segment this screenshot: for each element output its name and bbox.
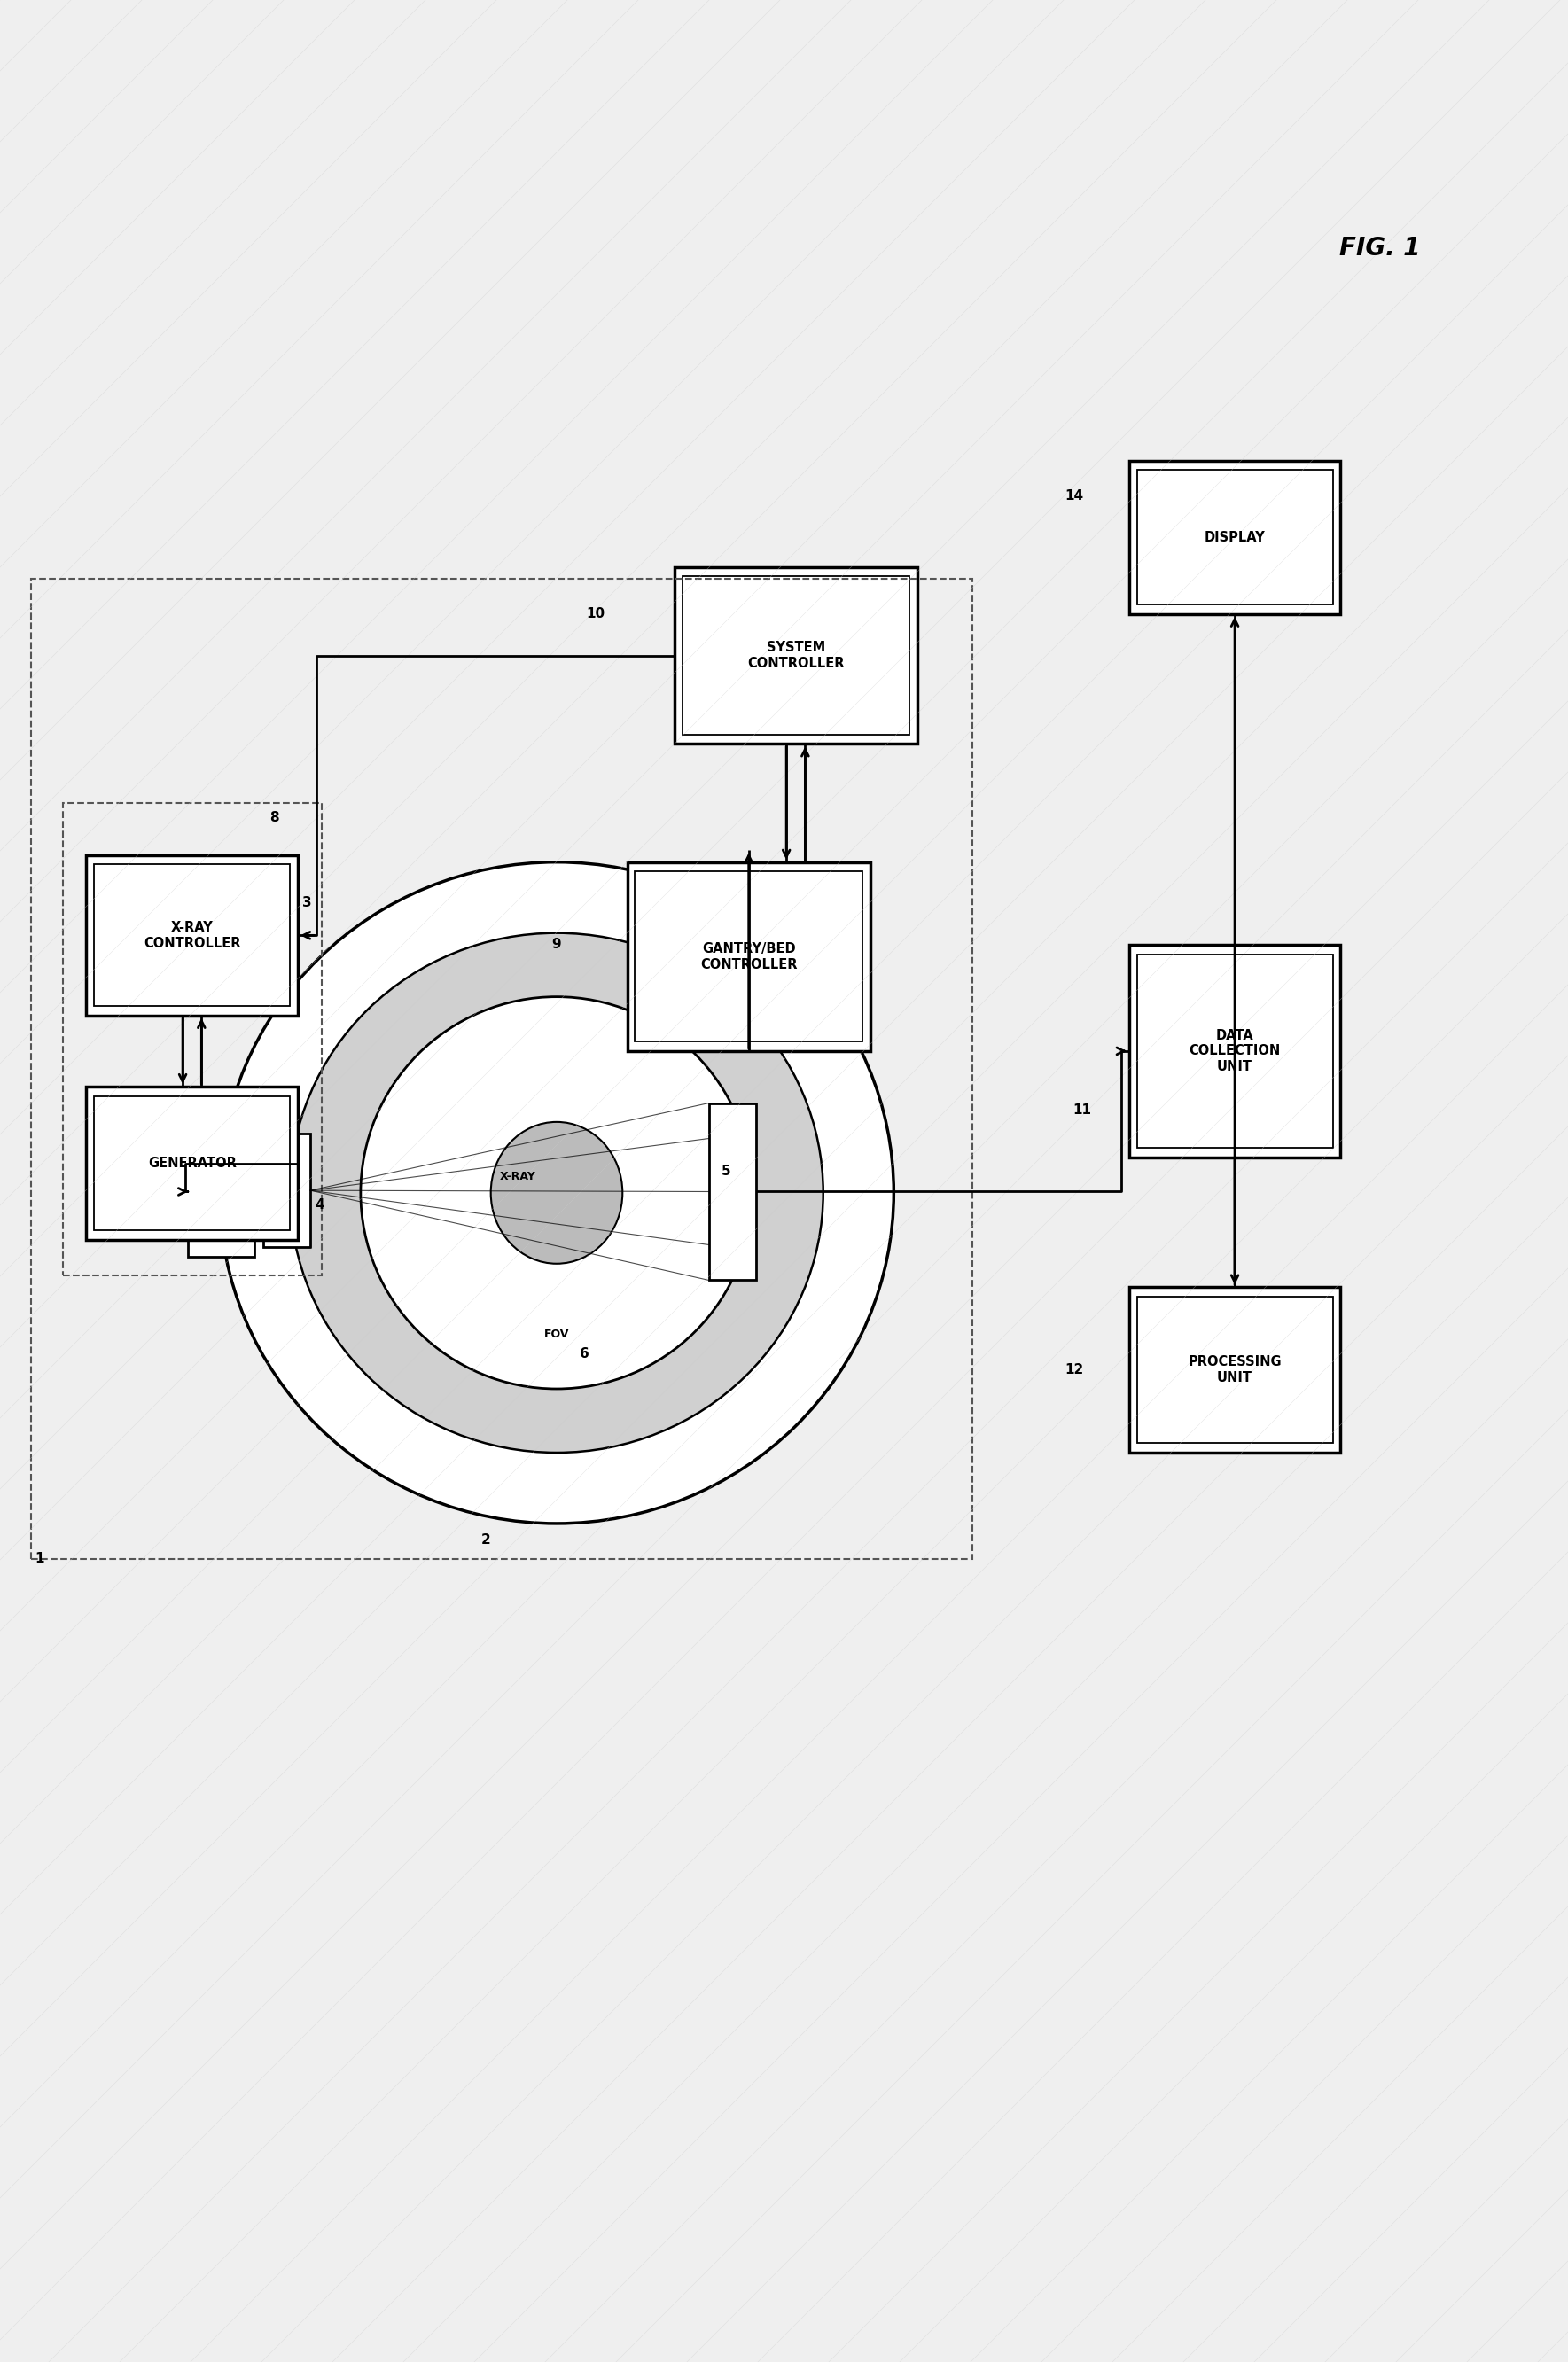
FancyBboxPatch shape	[1129, 945, 1341, 1157]
FancyBboxPatch shape	[1137, 954, 1333, 1148]
Text: FOV: FOV	[544, 1330, 569, 1339]
Text: PROCESSING
UNIT: PROCESSING UNIT	[1189, 1356, 1281, 1384]
Ellipse shape	[220, 862, 894, 1523]
Text: 1: 1	[34, 1552, 44, 1566]
FancyBboxPatch shape	[188, 1127, 254, 1257]
Text: DATA
COLLECTION
UNIT: DATA COLLECTION UNIT	[1189, 1030, 1281, 1072]
Text: 2: 2	[481, 1533, 491, 1547]
Ellipse shape	[361, 997, 753, 1389]
Text: DISPLAY: DISPLAY	[1204, 531, 1265, 543]
Text: 3: 3	[303, 895, 312, 909]
Text: FIG. 1: FIG. 1	[1339, 236, 1421, 260]
Text: X-RAY: X-RAY	[499, 1172, 536, 1181]
FancyBboxPatch shape	[1129, 461, 1341, 614]
FancyBboxPatch shape	[1137, 470, 1333, 605]
Text: 4: 4	[315, 1198, 325, 1212]
Ellipse shape	[290, 933, 823, 1453]
Text: 10: 10	[586, 607, 605, 621]
Text: 6: 6	[580, 1346, 590, 1361]
FancyBboxPatch shape	[263, 1134, 310, 1247]
Text: 11: 11	[1073, 1103, 1091, 1117]
FancyBboxPatch shape	[635, 872, 862, 1042]
FancyBboxPatch shape	[86, 1087, 298, 1240]
FancyBboxPatch shape	[1129, 1287, 1341, 1453]
FancyBboxPatch shape	[709, 1103, 756, 1280]
FancyBboxPatch shape	[627, 862, 870, 1051]
Text: X-RAY
CONTROLLER: X-RAY CONTROLLER	[144, 921, 240, 950]
Text: 14: 14	[1065, 489, 1083, 503]
Text: 5: 5	[721, 1164, 731, 1179]
Text: GANTRY/BED
CONTROLLER: GANTRY/BED CONTROLLER	[701, 942, 797, 971]
Ellipse shape	[491, 1122, 622, 1264]
FancyBboxPatch shape	[94, 1096, 290, 1231]
FancyBboxPatch shape	[674, 567, 917, 744]
FancyBboxPatch shape	[1137, 1297, 1333, 1443]
Text: 9: 9	[552, 938, 561, 952]
FancyBboxPatch shape	[682, 576, 909, 735]
Text: 12: 12	[1065, 1363, 1083, 1377]
Text: GENERATOR: GENERATOR	[147, 1157, 237, 1169]
FancyBboxPatch shape	[86, 855, 298, 1016]
Text: 8: 8	[270, 810, 279, 824]
Text: SYSTEM
CONTROLLER: SYSTEM CONTROLLER	[748, 640, 844, 671]
FancyBboxPatch shape	[94, 864, 290, 1006]
